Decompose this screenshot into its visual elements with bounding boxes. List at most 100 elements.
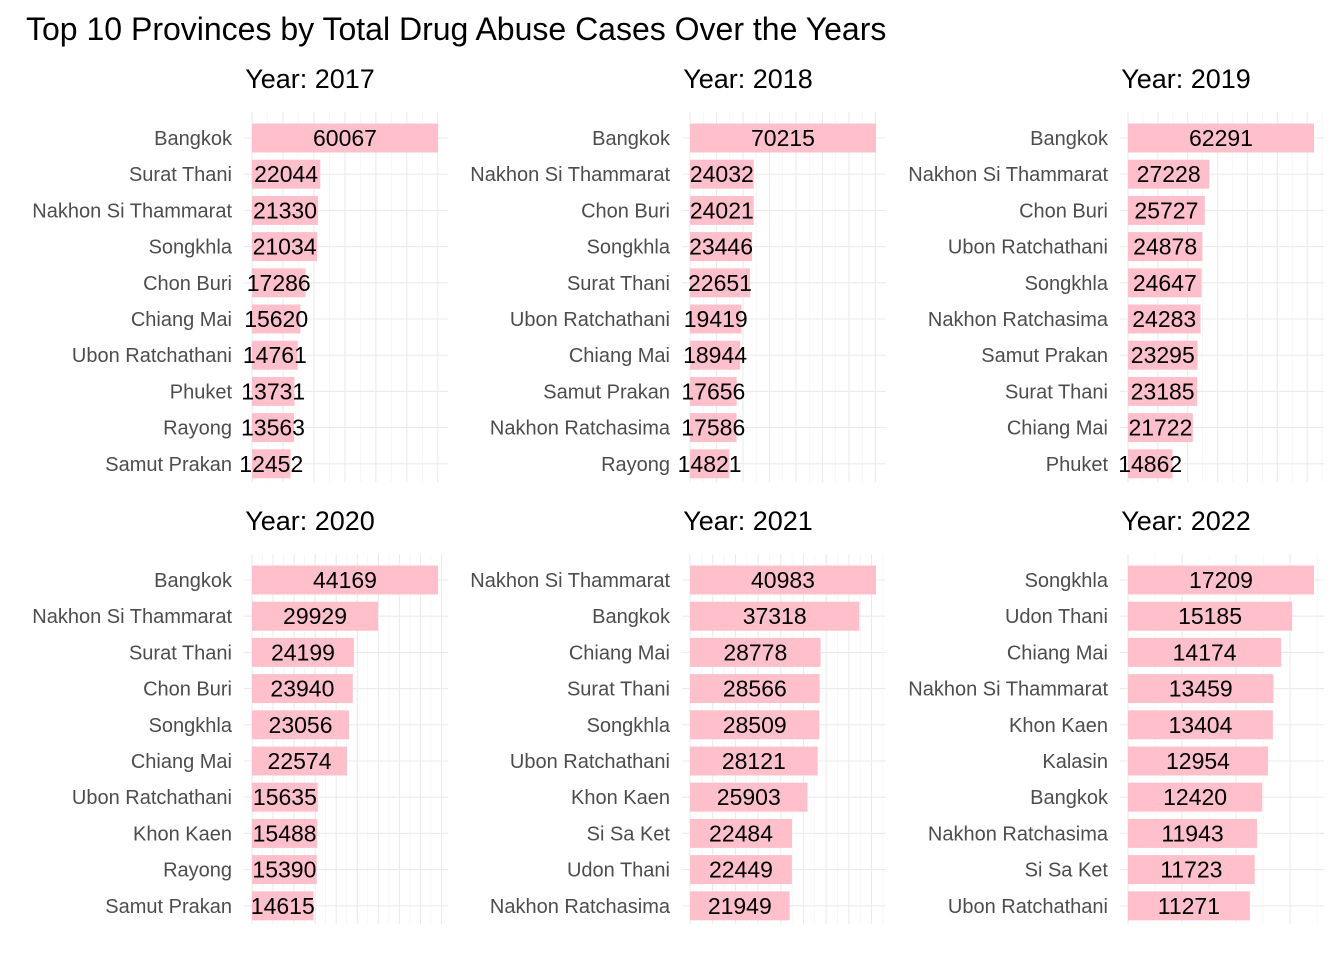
category-label: Chon Buri [143, 679, 232, 701]
value-label: 23940 [270, 676, 334, 702]
category-label: Songkhla [149, 715, 233, 737]
value-label: 23446 [689, 234, 753, 260]
value-label: 60067 [313, 125, 377, 151]
value-label: 25903 [717, 784, 781, 810]
category-label: Songkhla [587, 715, 671, 737]
bar [1128, 449, 1173, 479]
value-label: 29929 [283, 603, 347, 629]
value-label: 37318 [743, 603, 807, 629]
value-label: 21722 [1128, 415, 1192, 441]
chart-title: Top 10 Provinces by Total Drug Abuse Cas… [26, 11, 886, 47]
bar [1128, 268, 1202, 298]
bar [690, 304, 742, 334]
category-label: Songkhla [1025, 570, 1109, 592]
category-label: Nakhon Si Thammarat [908, 679, 1108, 701]
category-label: Udon Thani [1005, 606, 1108, 628]
bar [1128, 891, 1250, 921]
bar [252, 746, 348, 776]
category-label: Bangkok [1030, 787, 1109, 809]
value-label: 22651 [688, 270, 752, 296]
bar [252, 159, 321, 189]
category-label: Nakhon Ratchasima [490, 418, 671, 440]
bar [252, 818, 318, 848]
category-label: Nakhon Si Thammarat [32, 606, 232, 628]
value-label: 24647 [1133, 270, 1197, 296]
value-label: 27228 [1137, 161, 1201, 187]
category-label: Khon Kaen [133, 823, 232, 845]
category-label: Bangkok [154, 570, 233, 592]
facet-panel: Bangkok 70215 Nakhon Si Thammarat 24032 Chon… [470, 64, 886, 482]
category-label: Chiang Mai [1007, 642, 1108, 664]
value-label: 21949 [708, 893, 772, 919]
value-label: 24021 [690, 197, 754, 223]
category-label: Ubon Ratchathani [510, 751, 670, 773]
category-label: Nakhon Si Thammarat [470, 570, 670, 592]
bar [1128, 637, 1282, 667]
value-label: 25727 [1134, 197, 1198, 223]
bar [1128, 195, 1205, 225]
value-label: 13731 [241, 378, 305, 404]
category-label: Nakhon Si Thammarat [470, 164, 670, 186]
value-label: 15488 [253, 820, 317, 846]
value-label: 23185 [1131, 378, 1195, 404]
category-label: Ubon Ratchathani [72, 345, 232, 367]
facet-panel: Bangkok 62291 Nakhon Si Thammarat 27228 Chon… [908, 64, 1324, 482]
category-label: Nakhon Ratchasima [490, 896, 671, 918]
bar [1128, 710, 1273, 740]
value-label: 17656 [681, 378, 745, 404]
category-label: Ubon Ratchathani [948, 237, 1108, 259]
category-label: Nakhon Si Thammarat [32, 200, 232, 222]
bar [252, 195, 319, 225]
value-label: 21330 [253, 197, 317, 223]
category-label: Surat Thani [1005, 381, 1108, 403]
bar [1128, 304, 1201, 334]
value-label: 23295 [1131, 342, 1195, 368]
value-label: 28566 [723, 676, 787, 702]
bar [252, 413, 294, 443]
value-label: 12420 [1163, 784, 1227, 810]
facet-panel: Nakhon Si Thammarat 40983 Bangkok 37318 Chia… [470, 506, 886, 924]
value-label: 17286 [247, 270, 311, 296]
bar [690, 123, 876, 153]
value-label: 14821 [678, 451, 742, 477]
bar [1128, 123, 1314, 153]
bar [252, 855, 317, 885]
bar [690, 746, 818, 776]
bar [252, 449, 291, 479]
value-label: 12452 [239, 451, 303, 477]
facet-panel: Bangkok 60067 Surat Thani 22044 Nakhon Si Th… [32, 64, 448, 482]
category-label: Bangkok [154, 128, 233, 150]
facet-strip-label: Year: 2021 [683, 506, 813, 536]
bar [252, 601, 379, 631]
category-label: Chiang Mai [569, 345, 670, 367]
category-label: Chon Buri [581, 200, 670, 222]
value-label: 21034 [253, 234, 317, 260]
category-label: Songkhla [1025, 273, 1109, 295]
value-label: 15635 [253, 784, 317, 810]
bar [1128, 818, 1258, 848]
value-label: 17209 [1189, 567, 1253, 593]
bar [690, 855, 792, 885]
category-label: Phuket [170, 381, 233, 403]
bar [690, 782, 808, 812]
bar [252, 340, 298, 370]
value-label: 13404 [1168, 712, 1232, 738]
value-label: 28509 [723, 712, 787, 738]
bar [1128, 159, 1210, 189]
bar [690, 601, 860, 631]
category-label: Chiang Mai [569, 642, 670, 664]
category-label: Songkhla [149, 237, 233, 259]
bar [252, 376, 295, 406]
bar [690, 637, 821, 667]
bar [690, 340, 741, 370]
category-label: Samut Prakan [105, 454, 232, 476]
value-label: 11723 [1160, 857, 1222, 883]
value-label: 24283 [1132, 306, 1196, 332]
category-label: Udon Thani [567, 860, 670, 882]
bar [690, 413, 737, 443]
category-label: Si Sa Ket [587, 823, 671, 845]
category-label: Surat Thani [567, 679, 670, 701]
category-label: Bangkok [1030, 128, 1109, 150]
value-label: 24878 [1133, 234, 1197, 260]
